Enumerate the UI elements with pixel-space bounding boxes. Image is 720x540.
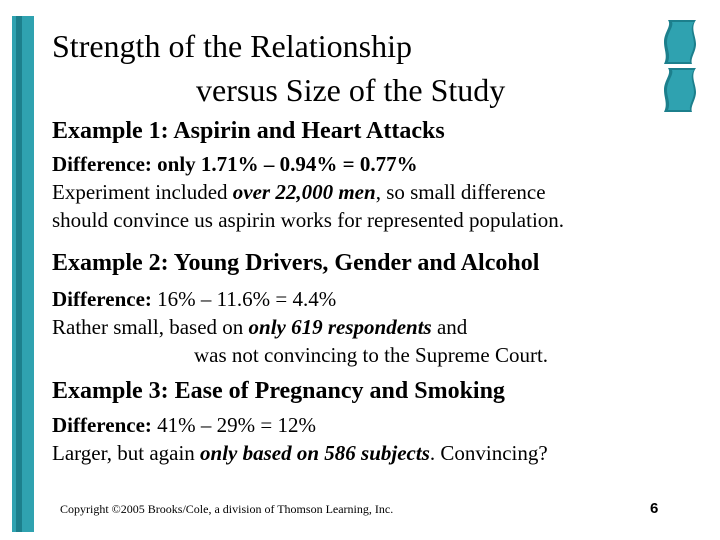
example-1-line-3: should convince us aspirin works for rep… xyxy=(52,208,565,232)
example-2-line-2: Rather small, based on only 619 responde… xyxy=(52,315,468,339)
example-2-body: Difference: 16% – 11.6% = 4.4% Rather sm… xyxy=(52,285,548,369)
example-1-emphasis: over 22,000 men xyxy=(232,180,376,204)
copyright-footer: Copyright ©2005 Brooks/Cole, a division … xyxy=(60,502,394,516)
example-3-difference: Difference: 41% – 29% = 12% xyxy=(52,413,316,437)
example-1-difference: Difference: only 1.71% – 0.94% = 0.77% xyxy=(52,152,418,176)
example-1-body: Difference: only 1.71% – 0.94% = 0.77% E… xyxy=(52,150,564,234)
example-3-line-2: Larger, but again only based on 586 subj… xyxy=(52,441,548,465)
slide-title: Strength of the Relationship versus Size… xyxy=(52,24,505,112)
title-line-2: versus Size of the Study xyxy=(196,72,506,108)
left-accent-bar xyxy=(12,16,34,532)
example-1-heading: Example 1: Aspirin and Heart Attacks xyxy=(52,118,445,144)
example-2-line-3: was not convincing to the Supreme Court. xyxy=(194,343,549,367)
example-3-body: Difference: 41% – 29% = 12% Larger, but … xyxy=(52,411,548,467)
title-line-1: Strength of the Relationship xyxy=(52,28,412,64)
wave-decoration-icon xyxy=(664,20,696,112)
example-3-emphasis: only based on 586 subjects xyxy=(200,441,430,465)
page-number: 6 xyxy=(650,500,659,517)
example-3-heading: Example 3: Ease of Pregnancy and Smoking xyxy=(52,378,505,404)
example-1-line-2: Experiment included over 22,000 men, so … xyxy=(52,180,546,204)
example-2-difference: Difference: 16% – 11.6% = 4.4% xyxy=(52,287,337,311)
example-2-emphasis: only 619 respondents xyxy=(248,315,432,339)
example-2-heading: Example 2: Young Drivers, Gender and Alc… xyxy=(52,250,540,276)
